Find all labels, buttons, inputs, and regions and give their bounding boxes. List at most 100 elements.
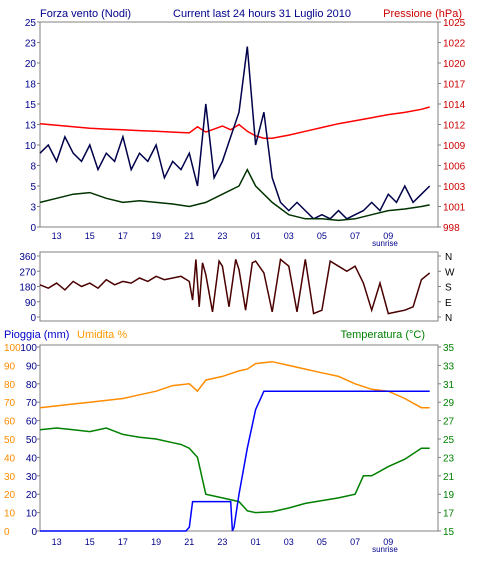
direction-line [39, 257, 431, 315]
weather-x-tick-label: 03 [284, 537, 294, 547]
direction-compass-label: S [445, 283, 452, 294]
direction-degree-label: 90 [25, 298, 37, 309]
pressure-tick-label: 1006 [443, 162, 466, 173]
temperature-tick-label: 23 [443, 453, 455, 464]
wind-x-tick-label: 13 [52, 231, 62, 241]
humidity-tick-label: 40 [26, 453, 38, 464]
direction-degree-label: 360 [19, 252, 36, 263]
weather-x-tick-label: 17 [118, 537, 128, 547]
weather-x-tick-label: 13 [52, 537, 62, 547]
humidity-line [39, 360, 430, 409]
direction-compass-label: E [445, 298, 452, 309]
rain-axis-label: Pioggia (mm) [4, 329, 69, 341]
rain-tick-label: 70 [4, 398, 16, 409]
pressure-tick-label: 1003 [443, 182, 466, 193]
wind-tick-label: 0 [30, 223, 36, 234]
pressure-tick-label: 998 [443, 223, 460, 234]
weather-x-tick-label: 09 [383, 537, 393, 547]
direction-compass-label: N [445, 252, 452, 263]
wind-x-tick-label: 21 [184, 231, 194, 241]
weather-x-tick-label: 15 [85, 537, 95, 547]
wind-tick-label: 10 [25, 141, 37, 152]
temperature-tick-label: 35 [443, 343, 455, 354]
wind-x-tick-label: 23 [217, 231, 227, 241]
humidity-tick-label: 60 [26, 417, 38, 428]
pressure-tick-label: 1012 [443, 121, 466, 132]
rain-line [40, 390, 430, 532]
humidity-tick-label: 0 [31, 527, 37, 538]
wind-mean-line [39, 167, 430, 222]
pressure-tick-label: 1020 [443, 59, 466, 70]
temperature-tick-label: 17 [443, 509, 455, 520]
pressure-line [39, 106, 430, 139]
wind-tick-label: 18 [25, 80, 37, 91]
temperature-tick-label: 33 [443, 361, 455, 372]
wind-gust-line [39, 46, 431, 220]
wind-x-tick-label: 15 [85, 231, 95, 241]
wind-tick-label: 25 [25, 18, 37, 29]
rain-tick-label: 100 [4, 343, 21, 354]
temperature-tick-label: 15 [443, 527, 455, 538]
wind-tick-label: 20 [25, 59, 37, 70]
temperature-tick-labels: 35 33 31 29 27 25 23 21 19 17 15 [438, 343, 455, 538]
rain-tick-label: 90 [4, 361, 16, 372]
wind-x-tick-label: 01 [251, 231, 261, 241]
direction-degree-label: 0 [30, 313, 36, 324]
rain-tick-label: 60 [4, 417, 16, 428]
direction-degree-label: 180 [19, 283, 36, 294]
weather-panel: Pioggia (mm) Umidita % Temperatura (°C) … [4, 329, 455, 554]
wind-tick-label: 15 [25, 100, 37, 111]
pressure-tick-label: 1009 [443, 141, 466, 152]
weather-x-tick-labels: 13 15 17 19 21 23 01 03 05 07 09 [52, 537, 394, 547]
wind-tick-label: 5 [30, 182, 36, 193]
temperature-tick-label: 19 [443, 490, 455, 501]
temperature-axis-label: Temperatura (°C) [341, 329, 425, 341]
humidity-tick-label: 90 [26, 361, 38, 372]
weather-x-tick-label: 05 [317, 537, 327, 547]
weather-plot-area [39, 344, 439, 532]
weather-x-tick-label: 23 [217, 537, 227, 547]
temperature-tick-label: 25 [443, 435, 455, 446]
weather-x-tick-label: 01 [251, 537, 261, 547]
pressure-tick-label: 1001 [443, 203, 466, 214]
humidity-tick-label: 30 [26, 472, 38, 483]
humidity-tick-label: 50 [26, 435, 38, 446]
wind-tick-label: 23 [25, 39, 37, 50]
rain-tick-label: 80 [4, 380, 16, 391]
humidity-tick-label: 20 [26, 490, 38, 501]
rain-tick-label: 10 [4, 509, 16, 520]
weather-x-tick-label: 19 [151, 537, 161, 547]
wind-pressure-panel: Forza vento (Nodi) Current last 24 hours… [25, 8, 466, 248]
pressure-axis-label: Pressione (hPa) [383, 8, 462, 20]
wind-axis-label: Forza vento (Nodi) [40, 8, 131, 20]
pressure-tick-label: 1025 [443, 18, 466, 29]
direction-series [39, 257, 431, 315]
pressure-tick-labels: 1025 1022 1020 1017 1014 1012 1009 1006 1003 1001… [438, 18, 466, 234]
direction-degree-label: 270 [19, 267, 36, 278]
wind-tick-label: 3 [30, 203, 36, 214]
pressure-tick-label: 1014 [443, 100, 466, 111]
direction-degree-labels: 360 270 180 90 0 [19, 252, 40, 324]
rain-tick-label: 0 [4, 527, 10, 538]
wind-x-tick-label: 17 [118, 231, 128, 241]
direction-compass-label: W [445, 267, 455, 278]
wind-series [39, 46, 431, 222]
sunrise-label: sunrise [372, 239, 398, 248]
humidity-tick-label: 100 [20, 343, 37, 354]
temperature-tick-label: 29 [443, 398, 455, 409]
temperature-tick-label: 31 [443, 380, 455, 391]
chart-title: Current last 24 hours 31 Luglio 2010 [173, 8, 351, 20]
temperature-line [39, 427, 430, 514]
wind-tick-label: 8 [30, 162, 36, 173]
pressure-tick-label: 1022 [443, 39, 466, 50]
rain-tick-label: 20 [4, 490, 16, 501]
humidity-axis-label: Umidita % [77, 329, 127, 341]
wind-x-tick-label: 03 [284, 231, 294, 241]
pressure-tick-label: 1017 [443, 80, 466, 91]
wind-x-tick-labels: 13 15 17 19 21 23 01 03 05 07 09 [52, 231, 394, 241]
humidity-tick-label: 80 [26, 380, 38, 391]
